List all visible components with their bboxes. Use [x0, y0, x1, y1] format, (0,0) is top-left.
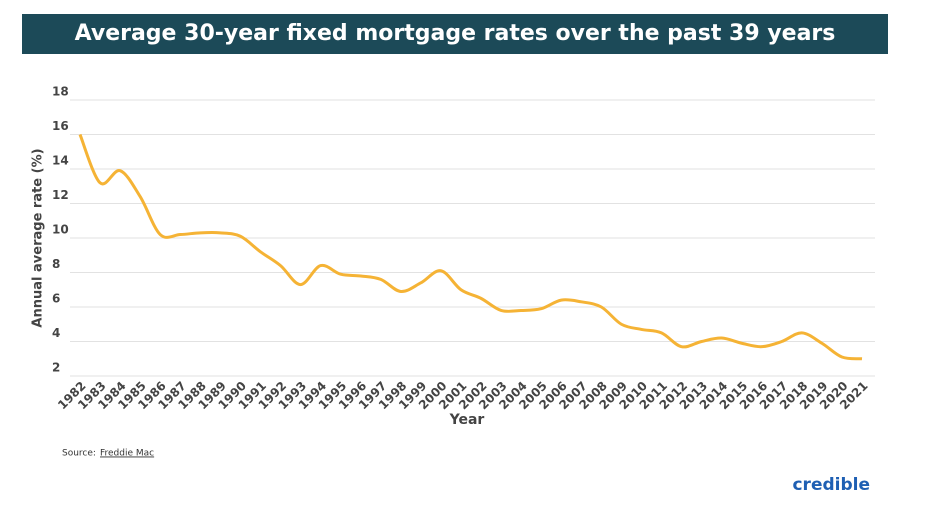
data-line	[78, 133, 863, 361]
y-tick-label: 6	[52, 292, 60, 306]
y-tick-label: 10	[52, 223, 69, 237]
y-tick-label: 8	[52, 257, 60, 271]
title-band	[22, 14, 888, 54]
y-tick-label: 18	[52, 85, 69, 99]
source-prefix: Source:	[62, 449, 96, 459]
y-tick-label: 4	[52, 326, 60, 340]
y-tick-label: 2	[52, 361, 60, 375]
y-tick-label: 14	[52, 154, 69, 168]
y-axis-label: Annual average rate (%)	[31, 148, 46, 327]
brand-logo: credible	[792, 475, 870, 495]
y-tick-label: 12	[52, 188, 69, 202]
chart-title: Average 30-year fixed mortgage rates ove…	[75, 21, 836, 46]
x-axis-label: Year	[449, 412, 485, 428]
source-link[interactable]: Freddie Mac	[100, 449, 154, 459]
y-tick-label: 16	[52, 119, 69, 133]
